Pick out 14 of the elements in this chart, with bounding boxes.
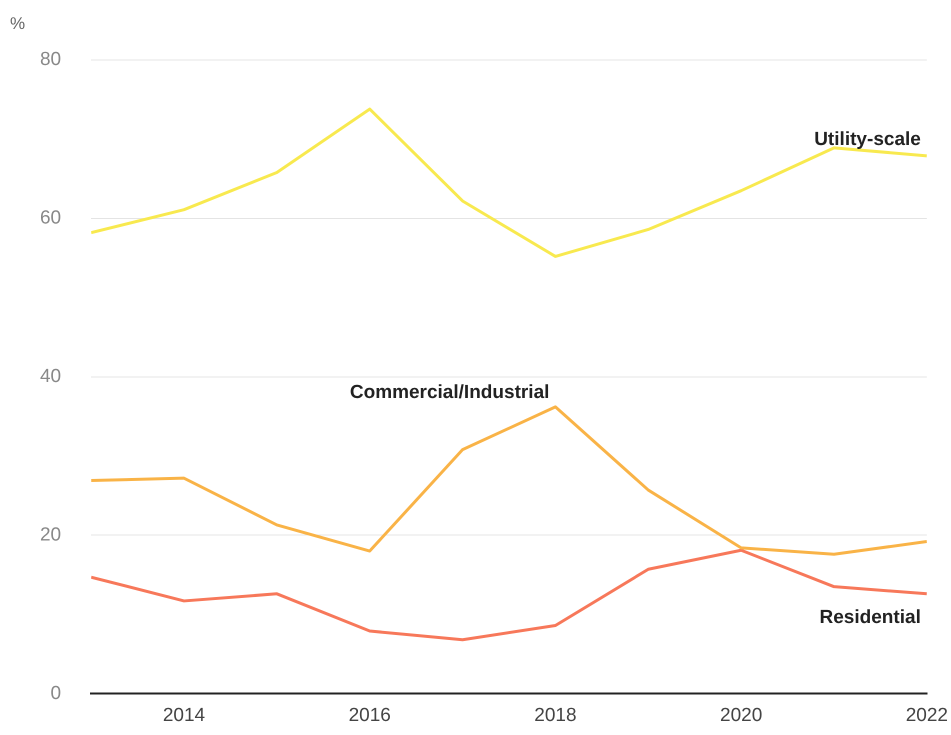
y-tick-label: 20 <box>40 524 62 546</box>
x-tick-label: 2022 <box>906 705 948 726</box>
series-label: Utility-scale <box>814 129 921 150</box>
y-tick-label: 0 <box>50 682 62 704</box>
y-tick-label: 60 <box>40 208 62 229</box>
x-tick-label: 2018 <box>534 705 577 726</box>
x-tick-label: 2016 <box>348 705 391 726</box>
y-tick-label: 80 <box>40 49 62 70</box>
x-tick-label: 2014 <box>162 705 206 726</box>
series-label: Commercial/Industrial <box>350 382 550 404</box>
y-axis-title: % <box>10 14 26 34</box>
x-tick-label: 2020 <box>720 705 762 726</box>
y-tick-label: 40 <box>40 366 62 388</box>
series-label: Residential <box>819 607 921 628</box>
